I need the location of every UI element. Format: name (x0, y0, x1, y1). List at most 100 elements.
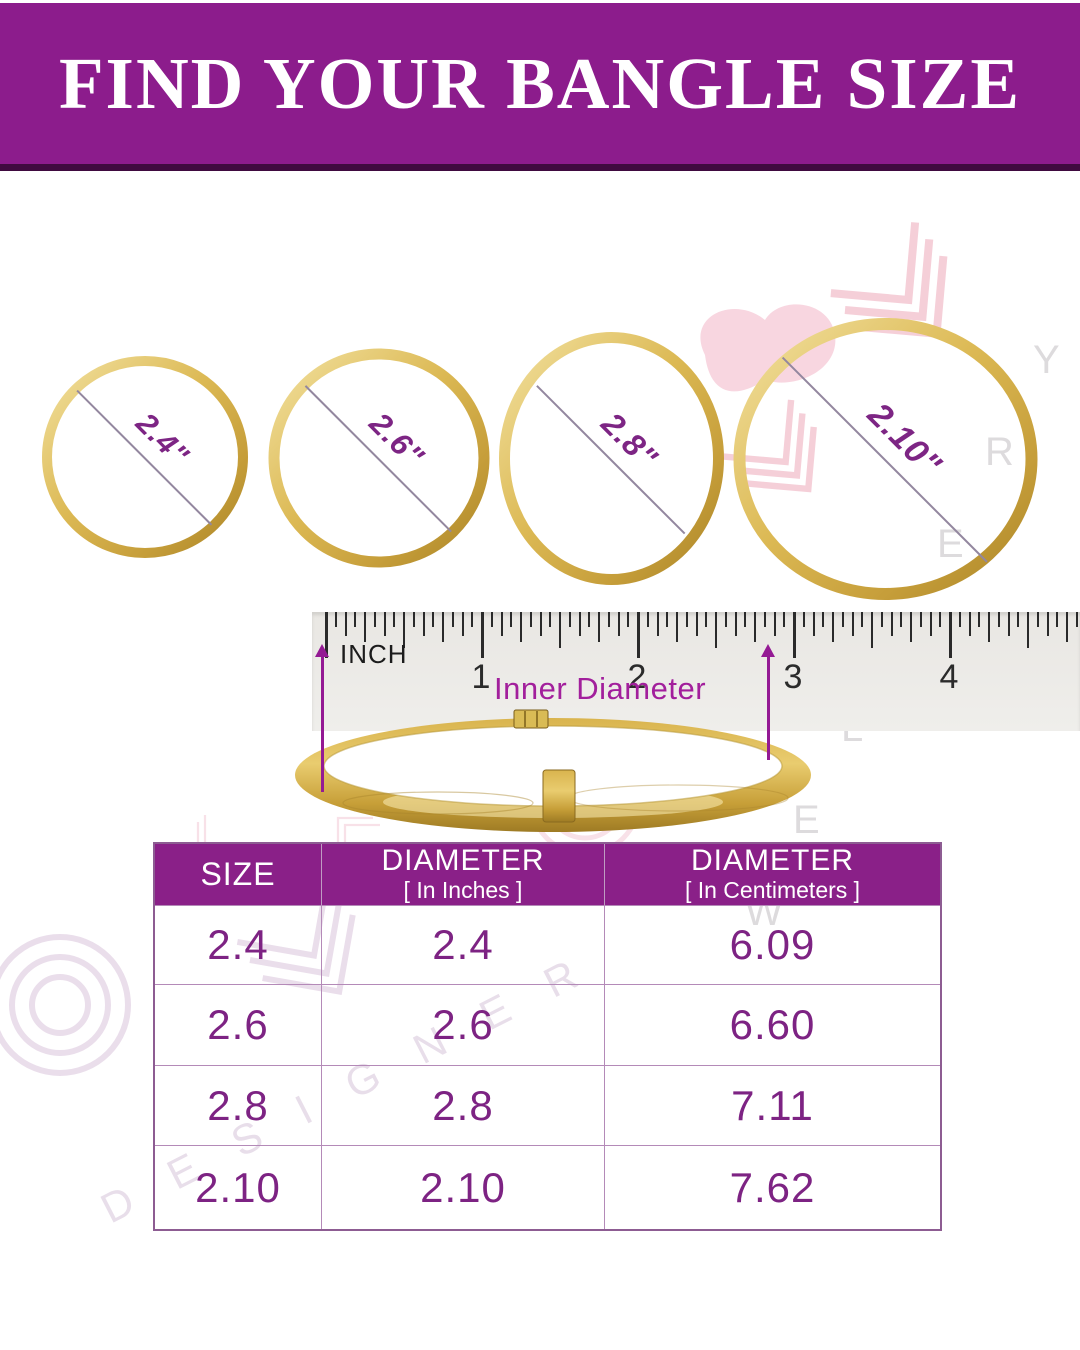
column-subtitle: [ In Inches ] (403, 877, 523, 904)
ruler-tick (910, 612, 912, 642)
ruler-tick (490, 612, 493, 627)
table-cell: 2.10 (155, 1145, 322, 1229)
table-cell: 6.60 (605, 984, 940, 1065)
table-cell: 2.6 (322, 984, 605, 1065)
ruler-tick (578, 612, 581, 636)
ruler-tick (734, 612, 737, 636)
ruler-tick (627, 612, 630, 627)
table-cell: 7.11 (605, 1065, 940, 1145)
ruler-tick (393, 612, 396, 627)
ruler-tick (919, 612, 922, 627)
ruler-tick (783, 612, 786, 627)
ruler-tick (442, 612, 444, 642)
column-header-diameter-cm: DIAMETER [ In Centimeters ] (605, 844, 940, 905)
ruler-tick (1056, 612, 1059, 627)
watermark-letter: E (937, 522, 964, 566)
ruler-tick (325, 612, 328, 658)
ruler-tick (412, 612, 415, 627)
ruler-tick (617, 612, 620, 636)
ruler-tick (646, 612, 649, 627)
ruler-tick (666, 612, 669, 627)
inner-diameter-label: Inner Diameter (493, 671, 707, 706)
table-cell: 7.62 (605, 1145, 940, 1229)
column-subtitle: [ In Centimeters ] (684, 877, 861, 904)
ruler-tick (929, 612, 932, 636)
header-underline (0, 164, 1080, 171)
watermark-letter: Y (1033, 338, 1060, 382)
ruler-tick (968, 612, 971, 636)
column-header-size: SIZE (155, 844, 322, 905)
ruler-number: 1 (471, 658, 491, 696)
watermark-letter: E (793, 798, 820, 842)
diameter-arrow-left (315, 644, 329, 792)
ruler-tick (520, 612, 522, 642)
ruler-tick (1046, 612, 1049, 636)
size-table: SIZE DIAMETER [ In Inches ] DIAMETER [ I… (153, 842, 942, 1231)
ruler-number: 3 (783, 658, 803, 696)
ruler-tick (403, 612, 405, 648)
column-title: DIAMETER (690, 844, 854, 878)
gold-ring-icon (42, 356, 248, 558)
ruler-number: 2 (627, 658, 647, 696)
ruler-tick (471, 612, 474, 627)
watermark-letter: R (985, 430, 1014, 474)
ruler-tick (754, 612, 756, 642)
ruler-tick (422, 612, 425, 636)
gold-ring-icon (733, 318, 1038, 600)
diameter-arrow-right (761, 644, 775, 760)
table-cell: 6.09 (605, 905, 940, 984)
ruler-tick (988, 612, 990, 642)
page-title: FIND YOUR BANGLE SIZE (58, 42, 1022, 124)
ruler-tick (890, 612, 893, 636)
bangle-circle-2-10: 2.10" (733, 318, 1038, 600)
ruler-tick (812, 612, 815, 636)
ruler-tick (880, 612, 883, 627)
ruler-tick (1036, 612, 1039, 627)
ruler-tick (539, 612, 542, 636)
ruler-tick (549, 612, 552, 627)
ruler-tick (900, 612, 903, 627)
ruler-tick (481, 612, 484, 658)
ruler-tick (637, 612, 640, 658)
bangle-photo (295, 709, 811, 832)
ruler-tick (851, 612, 854, 636)
bangle-circle-2-4: 2.4" (42, 356, 248, 558)
ruler-tick (364, 612, 366, 642)
ruler-tick (841, 612, 844, 627)
ruler-tick (676, 612, 678, 642)
ruler-tick (871, 612, 873, 648)
ruler-tick (685, 612, 688, 627)
ruler-tick (997, 612, 1000, 627)
ruler-unit-label: INCH (340, 639, 408, 669)
ruler: 1 2 3 4 INCH (312, 612, 1080, 731)
ruler-tick (1017, 612, 1020, 627)
ruler-tick (373, 612, 376, 627)
ruler-tick (1007, 612, 1010, 636)
table-cell: 2.4 (322, 905, 605, 984)
ruler-tick (656, 612, 659, 636)
ruler-tick (461, 612, 464, 636)
ruler-tick (334, 612, 337, 627)
ruler-tick (510, 612, 513, 627)
table-cell: 2.4 (155, 905, 322, 984)
column-title: DIAMETER (381, 844, 545, 878)
table-cell: 2.6 (155, 984, 322, 1065)
ruler-tick (793, 612, 796, 658)
ruler-tick (822, 612, 825, 627)
ruler-tick (1027, 612, 1029, 648)
ruler-tick (344, 612, 347, 636)
ruler-tick (500, 612, 503, 636)
ruler-tick (715, 612, 717, 648)
ruler-number: 4 (939, 658, 959, 696)
table-cell: 2.8 (322, 1065, 605, 1145)
bangle-circle-2-6: 2.6" (268, 348, 490, 568)
column-title: SIZE (200, 855, 276, 892)
ruler-tick (695, 612, 698, 636)
ruler-tick (744, 612, 747, 627)
ruler-tick (451, 612, 454, 627)
ruler-tick (763, 612, 766, 627)
gold-ring-icon (499, 332, 724, 585)
ruler-tick (949, 612, 952, 658)
ruler-tick (588, 612, 591, 627)
